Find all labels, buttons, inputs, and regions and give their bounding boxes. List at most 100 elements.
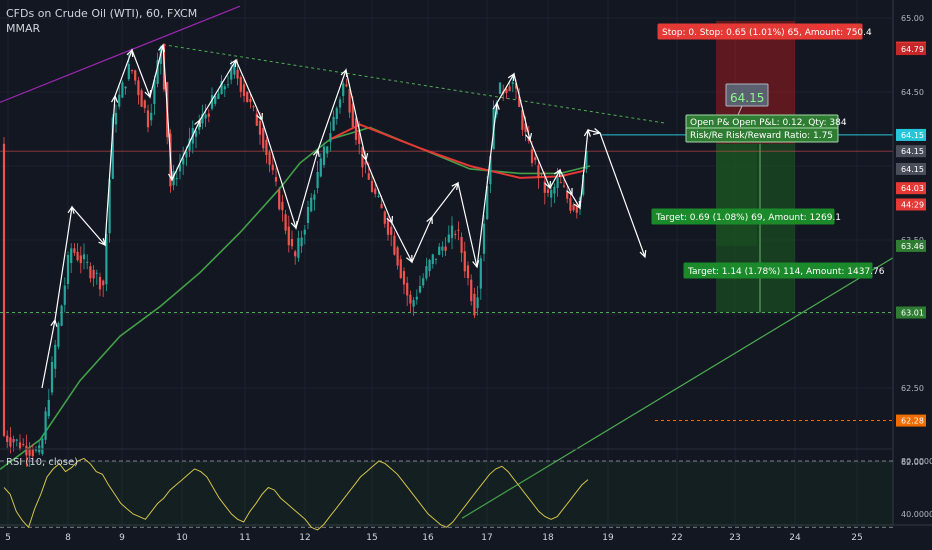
candle-body[interactable] [249, 98, 252, 102]
candle-body[interactable] [220, 81, 223, 95]
candle-body[interactable] [12, 439, 15, 443]
candle-body[interactable] [278, 189, 281, 210]
candle-body[interactable] [486, 186, 489, 219]
chart-title[interactable]: CFDs on Crude Oil (WTI), 60, FXCM [6, 7, 198, 20]
target2-label-box[interactable] [683, 262, 873, 279]
candle-body[interactable] [178, 164, 182, 172]
candle-body[interactable] [559, 182, 562, 184]
candle-body[interactable] [287, 226, 290, 246]
candle-body[interactable] [572, 204, 575, 211]
candle-body[interactable] [489, 155, 492, 185]
candle-body[interactable] [207, 113, 210, 117]
candle-body[interactable] [514, 83, 518, 89]
candle-body[interactable] [214, 95, 217, 104]
candle-body[interactable] [236, 69, 239, 79]
candle-body[interactable] [252, 106, 255, 108]
candle-body[interactable] [18, 442, 22, 449]
candle-body[interactable] [377, 195, 380, 197]
candle-body[interactable] [511, 82, 514, 84]
candle-body[interactable] [518, 96, 521, 108]
candle-body[interactable] [271, 164, 274, 171]
candle-body[interactable] [303, 229, 306, 235]
candle-body[interactable] [342, 83, 345, 96]
candle-body[interactable] [370, 180, 374, 192]
candle-body[interactable] [396, 247, 399, 266]
candle-body[interactable] [534, 157, 537, 161]
candle-body[interactable] [345, 84, 348, 87]
candle-body[interactable] [140, 90, 143, 107]
candle-body[interactable] [470, 279, 473, 302]
candle-body[interactable] [188, 138, 191, 151]
candle-body[interactable] [25, 445, 28, 456]
target1-label-box[interactable] [651, 208, 835, 225]
price-badge[interactable] [896, 182, 926, 195]
candle-body[interactable] [390, 226, 393, 235]
candle-body[interactable] [386, 219, 390, 235]
candle-body[interactable] [348, 89, 351, 113]
candle-body[interactable] [454, 233, 457, 235]
candle-body[interactable] [121, 82, 124, 98]
candle-body[interactable] [63, 285, 66, 305]
candle-body[interactable] [354, 118, 358, 140]
candle-body[interactable] [374, 188, 377, 194]
candle-body[interactable] [233, 63, 236, 75]
candle-body[interactable] [457, 229, 460, 231]
candle-body[interactable] [335, 108, 338, 119]
candle-body[interactable] [124, 86, 127, 89]
candle-body[interactable] [322, 146, 326, 165]
candle-body[interactable] [41, 438, 44, 454]
candle-body[interactable] [351, 103, 354, 127]
candle-body[interactable] [550, 189, 553, 198]
candle-body[interactable] [428, 259, 431, 272]
candle-body[interactable] [284, 214, 287, 231]
candle-body[interactable] [524, 123, 527, 132]
price-badge[interactable] [896, 239, 926, 252]
candle-body[interactable] [198, 122, 201, 130]
candle-body[interactable] [393, 235, 396, 255]
candle-body[interactable] [361, 146, 364, 168]
candle-body[interactable] [15, 439, 18, 441]
risk-reward-label-box[interactable] [685, 127, 839, 143]
candle-body[interactable] [537, 165, 540, 178]
candle-body[interactable] [92, 269, 95, 279]
candle-body[interactable] [463, 251, 466, 272]
candle-body[interactable] [306, 206, 310, 223]
candle-body[interactable] [153, 79, 156, 105]
candle-body[interactable] [521, 109, 524, 130]
candle-body[interactable] [156, 60, 159, 85]
candle-body[interactable] [105, 234, 108, 285]
candle-body[interactable] [310, 197, 313, 212]
candle-body[interactable] [294, 251, 297, 257]
candle-body[interactable] [274, 177, 278, 182]
candle-body[interactable] [98, 277, 102, 290]
entry-price-tag-box[interactable] [725, 83, 769, 107]
candle-body[interactable] [146, 110, 150, 128]
candle-body[interactable] [300, 237, 303, 247]
candle-body[interactable] [6, 435, 9, 442]
candle-body[interactable] [258, 120, 262, 135]
candle-body[interactable] [82, 254, 86, 260]
candle-body[interactable] [255, 113, 258, 126]
candle-body[interactable] [540, 173, 543, 175]
candle-body[interactable] [73, 248, 76, 253]
candle-body[interactable] [290, 239, 294, 247]
candle-body[interactable] [447, 234, 450, 243]
candle-body[interactable] [239, 77, 242, 92]
price-badge[interactable] [896, 145, 926, 158]
candle-body[interactable] [79, 255, 82, 264]
candle-body[interactable] [482, 223, 486, 254]
candle-body[interactable] [332, 116, 335, 131]
price-badge[interactable] [896, 306, 926, 319]
candle-body[interactable] [185, 152, 188, 158]
candle-body[interactable] [47, 399, 50, 417]
candle-body[interactable] [246, 91, 249, 102]
candle-body[interactable] [466, 265, 470, 279]
candle-body[interactable] [60, 305, 63, 326]
candle-body[interactable] [380, 203, 383, 209]
candle-body[interactable] [425, 266, 428, 279]
candle-body[interactable] [137, 80, 140, 96]
candle-body[interactable] [316, 171, 319, 189]
price-badge[interactable] [896, 198, 926, 211]
price-badge[interactable] [896, 162, 926, 175]
